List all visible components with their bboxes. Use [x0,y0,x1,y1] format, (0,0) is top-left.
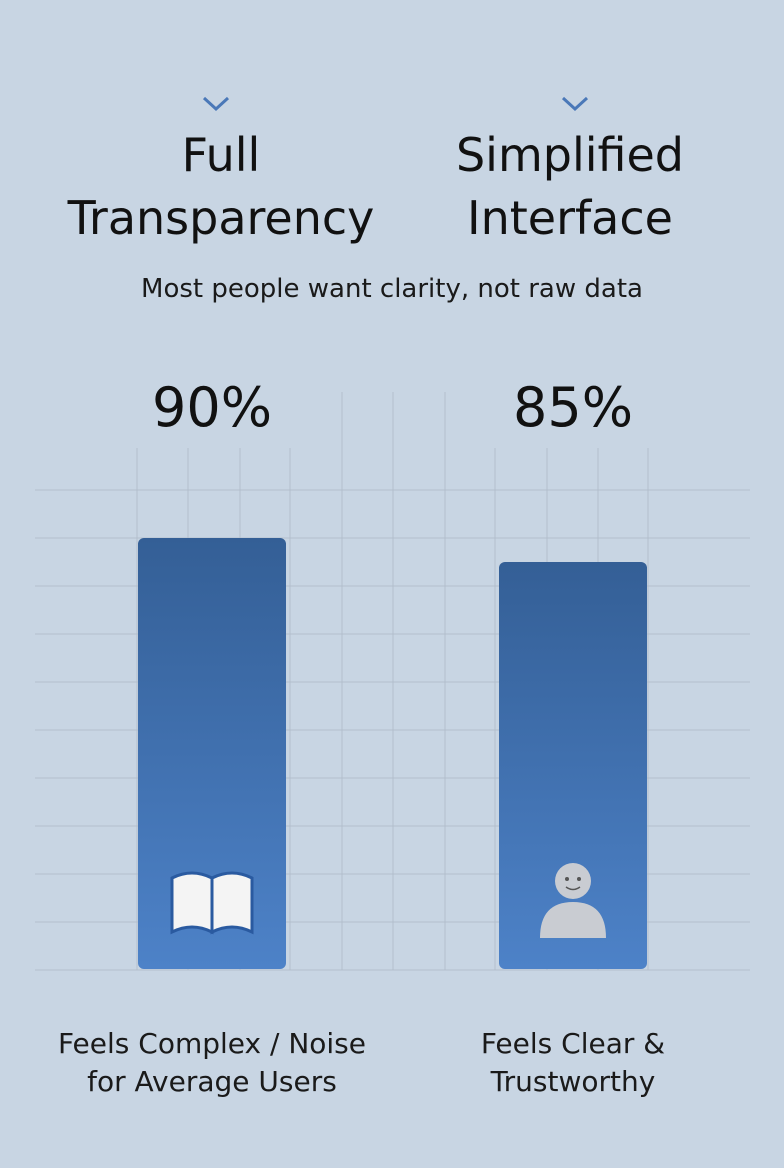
category-label: Simplified Interface [455,128,685,245]
bar [499,561,647,969]
category-label: Full Transparency [67,128,375,245]
value-label: 90% [151,376,273,439]
description: Feels Clear & Trustworthy [480,1027,666,1098]
chevron [561,96,589,112]
chevron [202,96,230,112]
person-icon [540,863,606,938]
value-label: 85% [512,376,634,439]
bar [138,538,286,969]
description: Feels Complex / Noise for Average Users [57,1027,366,1098]
book-icon [170,871,254,935]
subtitle: Most people want clarity, not raw data [141,274,643,304]
bars [138,538,647,969]
